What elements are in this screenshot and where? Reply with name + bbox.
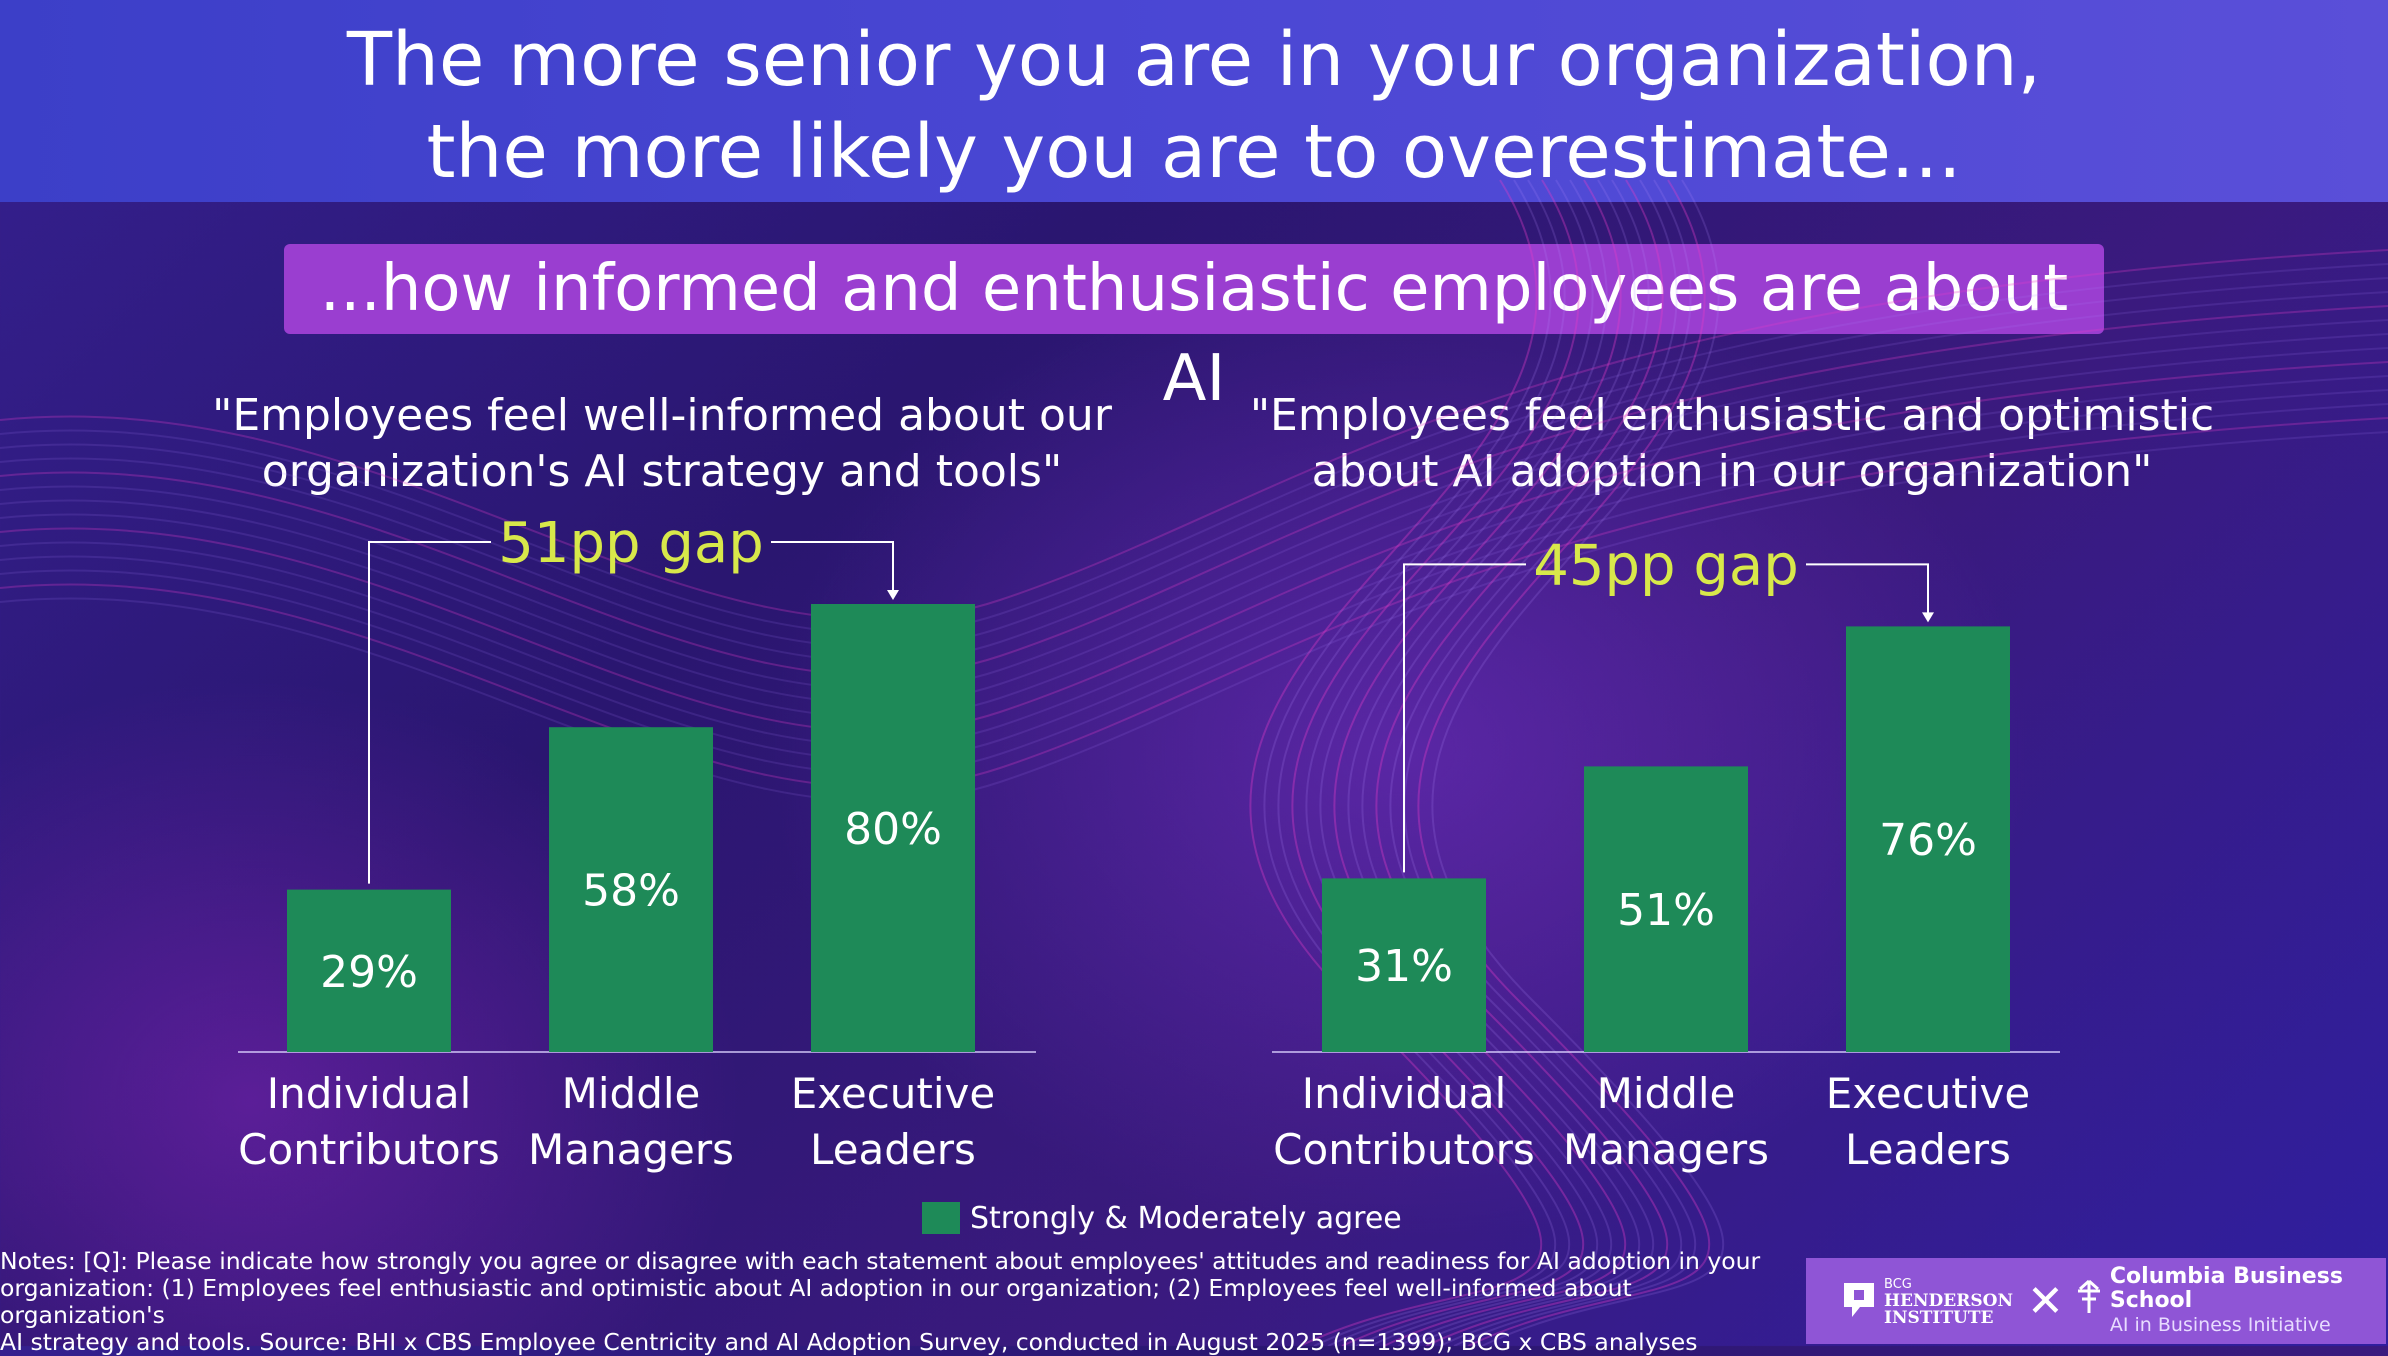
bcg-institute-text: INSTITUTE (1884, 1307, 1994, 1328)
bar (1322, 878, 1486, 1052)
data-label: 31% (1355, 941, 1453, 992)
decorative-wave-line (0, 375, 2388, 747)
x-tick-label: Executive (1826, 1069, 2030, 1118)
x-tick-label: Managers (528, 1125, 734, 1174)
bar (811, 604, 975, 1052)
legend-swatch (922, 1202, 960, 1234)
page-title: The more senior you are in your organiza… (0, 14, 2388, 198)
chart-2-title: "Employees feel enthusiastic and optimis… (1232, 388, 2232, 500)
decorative-wave-line (0, 305, 2388, 677)
x-tick-label: Executive (791, 1069, 995, 1118)
gap-arrow-icon (1922, 612, 1934, 623)
gap-bracket-right (1806, 563, 1929, 615)
data-label: 58% (582, 866, 680, 917)
title-line-1: The more senior you are in your organiza… (346, 17, 2042, 103)
charts-layer: 29% Individual Contributors 58% Middle Manage… (238, 511, 2060, 1174)
x-tick-label: Individual (267, 1069, 472, 1118)
chart-1-title-line-1: "Employees feel well-informed about our (212, 390, 1112, 441)
gap-bracket-left (368, 541, 491, 884)
decorative-wave-line (0, 403, 2388, 775)
decorative-wave-line (1277, 179, 1571, 1346)
logo-box: BCG HENDERSON INSTITUTE ✕ Columbia Busin… (1806, 1258, 2386, 1344)
decorative-wave-line (1249, 179, 1543, 1346)
cbs-name: Columbia Business School (2109, 1264, 2343, 1313)
decorative-wave-line (0, 263, 2388, 635)
decorative-wave-line (0, 277, 2388, 649)
bar (287, 889, 451, 1052)
legend: Strongly & Moderately agree (922, 1198, 1402, 1238)
decorative-wave-line (0, 417, 2388, 789)
decorative-wave-line (0, 333, 2388, 705)
cross-icon: ✕ (2027, 1275, 2064, 1327)
x-tick-label: Individual (1302, 1069, 1507, 1118)
data-label: 51% (1617, 885, 1715, 936)
x-tick-label: Managers (1563, 1125, 1769, 1174)
chart-1-title-line-2: organization's AI strategy and tools" (261, 446, 1063, 497)
decorative-wave-line (0, 389, 2388, 761)
decorative-wave-line (0, 319, 2388, 691)
data-label: 80% (844, 804, 942, 855)
columbia-crown-icon (2074, 1279, 2104, 1324)
chart-2: 31% Individual Contributors 51% Middle Manage… (1272, 533, 2060, 1174)
decorative-wave-line (0, 291, 2388, 663)
bcg-henderson-logo: BCG HENDERSON INSTITUTE (1884, 1276, 2013, 1327)
decorative-wave-line (0, 361, 2388, 733)
x-tick-label: Leaders (810, 1125, 976, 1174)
notes: Notes: [Q]: Please indicate how strongly… (0, 1248, 1790, 1356)
bcg-logo-icon (1842, 1281, 1876, 1321)
bcg-henderson-text: HENDERSON (1884, 1290, 2014, 1311)
notes-line-1: Notes: [Q]: Please indicate how strongly… (0, 1247, 1761, 1275)
decorative-wave-line (1263, 179, 1557, 1346)
gap-bracket-left (1403, 563, 1526, 873)
legend-label: Strongly & Moderately agree (970, 1200, 1402, 1236)
x-tick-label: Middle (562, 1069, 701, 1118)
chart-2-title-line-1: "Employees feel enthusiastic and optimis… (1249, 390, 2215, 441)
gap-arrow-icon (887, 590, 899, 600)
decorative-wave-line (0, 431, 2388, 803)
title-line-2: the more likely you are to overestimate.… (426, 109, 1962, 195)
cbs-subtitle: AI in Business Initiative (2109, 1314, 2331, 1336)
x-tick-label: Leaders (1845, 1125, 2011, 1174)
gap-bracket-right (771, 541, 894, 592)
columbia-logo: Columbia Business School AI in Business … (2110, 1265, 2386, 1337)
title-band (0, 0, 2388, 202)
bar (1846, 626, 2010, 1052)
notes-line-2: organization: (1) Employees feel enthusi… (0, 1274, 1632, 1329)
x-tick-label: Contributors (1273, 1125, 1535, 1174)
x-tick-label: Middle (1597, 1069, 1736, 1118)
chart-1: 29% Individual Contributors 58% Middle Manage… (238, 511, 1036, 1174)
bcg-small-text: BCG (1884, 1276, 1912, 1292)
decorative-wave-line (0, 249, 2388, 621)
bar (549, 727, 713, 1052)
bar (1584, 766, 1748, 1052)
x-tick-label: Contributors (238, 1125, 500, 1174)
decorative-wave-line (0, 347, 2388, 719)
notes-line-3: AI strategy and tools. Source: BHI x CBS… (0, 1328, 1698, 1356)
chart-2-title-line-2: about AI adoption in our organization" (1311, 446, 2153, 497)
gap-label: 45pp gap (1533, 533, 1799, 598)
data-label: 76% (1879, 815, 1977, 866)
subtitle-banner: ...how informed and enthusiastic employe… (284, 244, 2104, 416)
gap-label: 51pp gap (498, 511, 764, 576)
chart-1-title: "Employees feel well-informed about our … (162, 388, 1162, 500)
data-label: 29% (320, 947, 418, 998)
